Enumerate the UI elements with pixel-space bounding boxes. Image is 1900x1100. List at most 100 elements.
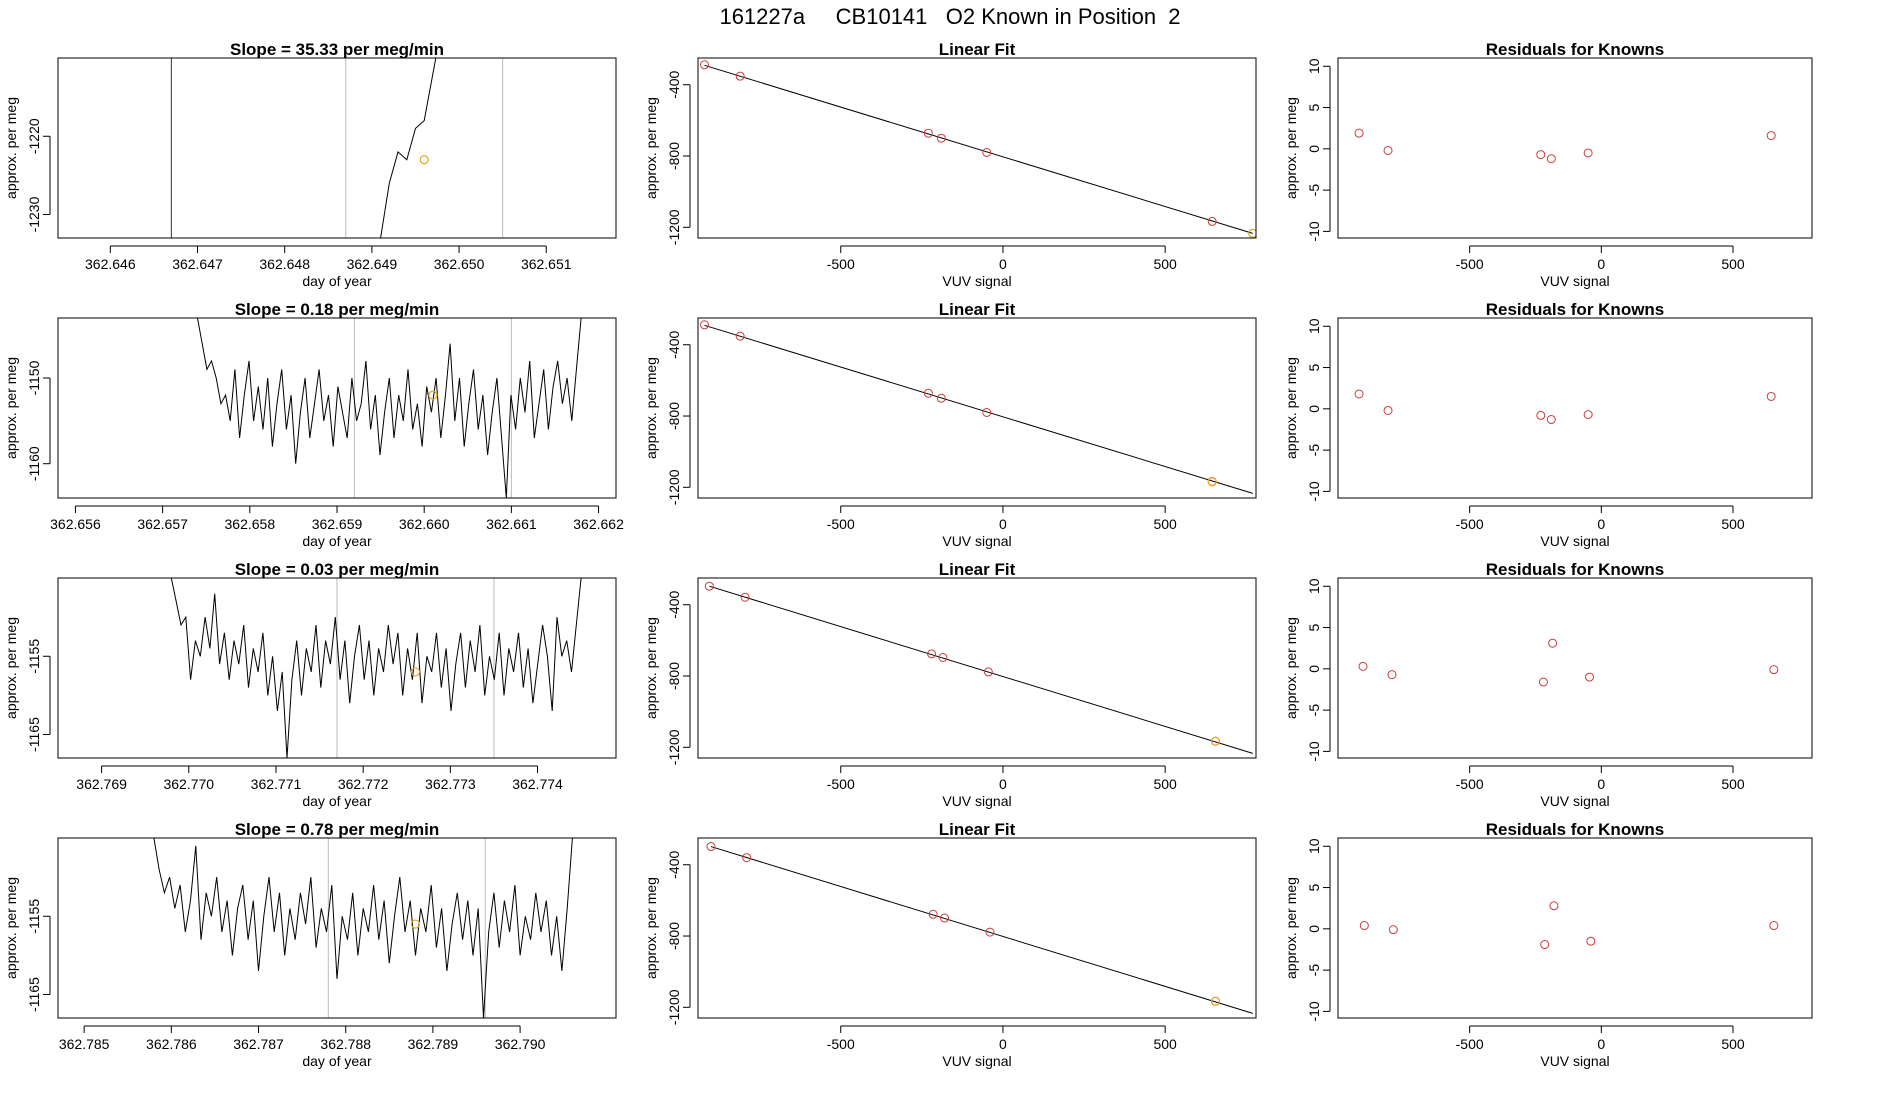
data-point — [1383, 145, 1393, 155]
highlight-point — [1210, 996, 1221, 1006]
x-tick-label: 362.769 — [76, 776, 127, 792]
y-tick-label: -1155 — [26, 899, 42, 934]
x-tick-label: 0 — [999, 516, 1007, 532]
y-axis-label: approx. per meg — [1283, 97, 1299, 199]
x-tick-label: -500 — [827, 776, 855, 792]
plot-frame — [1337, 837, 1813, 1019]
x-axis-label: VUV signal — [1540, 793, 1609, 809]
highlight-point — [410, 919, 421, 929]
y-tick-label: 10 — [1306, 578, 1322, 594]
x-tick-label: 500 — [1153, 256, 1177, 272]
y-tick-label: -1200 — [666, 209, 682, 245]
chart-title: Residuals for Knowns — [1486, 300, 1665, 319]
chart-title: Linear Fit — [939, 820, 1016, 839]
y-tick-label: -400 — [666, 591, 682, 619]
plot-area — [1359, 901, 1779, 950]
chart-panel-7: Slope = 0.03 per meg/min 362.769 362.770 36… — [3, 560, 617, 809]
y-tick-label: -1220 — [26, 118, 42, 154]
highlight-point — [428, 390, 438, 400]
data-point — [742, 853, 752, 863]
y-tick-label: -800 — [666, 142, 682, 170]
data-point — [1540, 940, 1550, 950]
chart-title: Slope = 0.78 per meg/min — [235, 820, 440, 839]
page-title: 161227a CB10141 O2 Known in Position 2 — [719, 4, 1181, 29]
chart-panel-1: Slope = 35.33 per meg/min 362.646 362.647 3… — [3, 40, 617, 289]
plot-frame — [57, 317, 617, 499]
chart-panel-8: Linear Fit -500 0 500 VUV signal -400 -800 -120… — [643, 560, 1257, 809]
x-axis-label: day of year — [302, 533, 372, 549]
fit-line — [709, 585, 1253, 754]
plot-area — [704, 581, 1253, 754]
y-axis-label: approx. per meg — [3, 357, 19, 459]
data-point — [1354, 389, 1364, 399]
highlight-point — [1248, 228, 1256, 238]
plot-frame — [697, 577, 1257, 759]
plot-frame — [1337, 317, 1813, 499]
x-tick-label: -500 — [1456, 516, 1484, 532]
plot-area — [699, 60, 1256, 238]
data-point — [940, 913, 950, 923]
x-tick-label: 362.646 — [85, 256, 136, 272]
x-tick-label: 500 — [1721, 256, 1745, 272]
y-tick-label: -1165 — [26, 977, 42, 1012]
highlight-point — [1210, 736, 1221, 746]
plot-frame — [697, 837, 1257, 1019]
data-point — [1584, 672, 1594, 682]
x-tick-label: 362.662 — [573, 516, 624, 532]
chart-title: Linear Fit — [939, 40, 1016, 59]
data-point — [735, 331, 745, 341]
fit-line — [704, 64, 1253, 234]
y-tick-label: 0 — [1306, 925, 1322, 933]
y-tick-label: -400 — [666, 71, 682, 99]
x-tick-label: 0 — [999, 256, 1007, 272]
x-tick-label: 0 — [999, 1036, 1007, 1052]
y-tick-label: -10 — [1306, 1001, 1322, 1021]
chart-panel-12: Residuals for Knowns -500 0 500 VUV signal 10… — [1283, 820, 1813, 1069]
y-tick-label: 5 — [1306, 363, 1322, 371]
chart-title: Linear Fit — [939, 300, 1016, 319]
x-tick-label: 362.786 — [146, 1036, 197, 1052]
chart-title: Residuals for Knowns — [1486, 820, 1665, 839]
data-point — [1769, 665, 1779, 675]
x-tick-label: 500 — [1153, 516, 1177, 532]
data-point — [1546, 154, 1556, 164]
x-tick-label: 362.659 — [312, 516, 363, 532]
y-tick-label: -1150 — [26, 360, 42, 395]
data-point — [985, 927, 995, 937]
chart-title: Residuals for Knowns — [1486, 560, 1665, 579]
y-tick-label: -1200 — [666, 469, 682, 505]
x-tick-label: 500 — [1153, 776, 1177, 792]
y-tick-label: -1230 — [26, 196, 42, 232]
plot-frame — [57, 57, 617, 239]
highlight-point — [410, 667, 421, 677]
data-point — [1769, 921, 1779, 931]
y-axis-label: approx. per meg — [643, 877, 659, 979]
plot-frame — [1337, 57, 1813, 239]
y-tick-label: -5 — [1306, 964, 1322, 977]
x-tick-label: 500 — [1721, 776, 1745, 792]
y-tick-label: -1165 — [26, 717, 42, 752]
data-point — [1388, 925, 1398, 935]
y-tick-label: 10 — [1306, 838, 1322, 854]
data-point — [936, 393, 946, 403]
data-point — [1383, 405, 1393, 415]
y-tick-label: 10 — [1306, 318, 1322, 334]
y-axis-label: approx. per meg — [1283, 357, 1299, 459]
data-point — [1538, 677, 1548, 687]
x-tick-label: 362.660 — [399, 516, 450, 532]
x-tick-label: 362.773 — [425, 776, 476, 792]
y-tick-label: -1155 — [26, 639, 42, 674]
chart-title: Linear Fit — [939, 560, 1016, 579]
x-tick-label: 362.787 — [233, 1036, 284, 1052]
plot-area — [699, 320, 1253, 494]
x-tick-label: -500 — [827, 516, 855, 532]
x-axis-label: VUV signal — [942, 273, 1011, 289]
fit-line — [704, 324, 1253, 494]
y-tick-label: 0 — [1306, 665, 1322, 673]
x-axis-label: VUV signal — [1540, 533, 1609, 549]
x-tick-label: -500 — [1456, 1036, 1484, 1052]
y-tick-label: -800 — [666, 662, 682, 690]
x-axis-label: VUV signal — [1540, 1053, 1609, 1069]
x-tick-label: 500 — [1153, 1036, 1177, 1052]
